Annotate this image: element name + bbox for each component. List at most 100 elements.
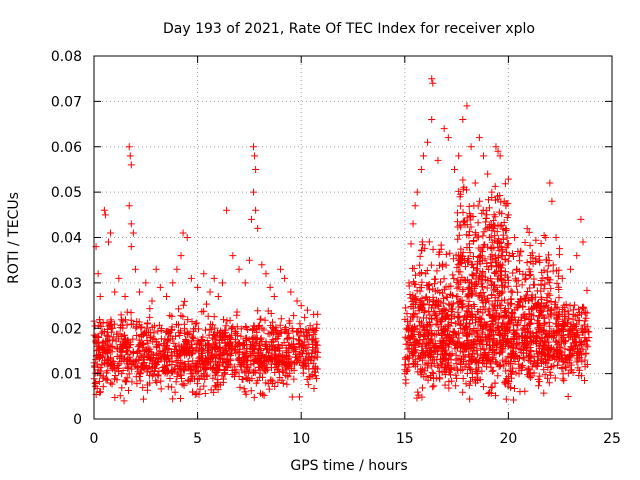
data-point [515, 252, 523, 260]
data-point [476, 253, 484, 261]
data-point [525, 327, 533, 335]
data-point [437, 361, 445, 369]
data-point [200, 307, 208, 315]
data-point [471, 231, 479, 239]
data-point [174, 368, 182, 376]
data-point [265, 385, 273, 393]
data-point [166, 374, 174, 382]
data-point [254, 224, 262, 232]
data-point [118, 352, 126, 360]
data-point [210, 313, 218, 321]
data-point [555, 294, 563, 302]
data-point [401, 370, 409, 378]
x-axis-label: GPS time / hours [290, 458, 407, 474]
data-point [121, 292, 129, 300]
data-point [291, 359, 299, 367]
data-point [555, 283, 563, 291]
data-point [281, 274, 289, 282]
data-point [424, 138, 432, 146]
data-point [574, 354, 582, 362]
data-point [172, 378, 180, 386]
data-point [109, 324, 117, 332]
data-point [127, 243, 135, 251]
data-point [493, 358, 501, 366]
data-point [521, 387, 529, 395]
data-point [290, 335, 298, 343]
data-point [248, 351, 256, 359]
data-point [516, 268, 524, 276]
data-point [520, 355, 528, 363]
data-point [233, 331, 241, 339]
data-point [146, 313, 154, 321]
data-point [249, 325, 257, 333]
data-point [545, 338, 553, 346]
data-point [177, 327, 185, 335]
data-point [281, 324, 289, 332]
data-point [491, 281, 499, 289]
data-point [490, 335, 498, 343]
data-point [429, 340, 437, 348]
data-point [271, 368, 279, 376]
data-point [429, 383, 437, 391]
data-point [523, 225, 531, 233]
data-point [97, 367, 105, 375]
data-point [240, 358, 248, 366]
data-point [304, 327, 312, 335]
data-point [177, 312, 185, 320]
data-point [96, 316, 104, 324]
data-point [233, 323, 241, 331]
data-point [545, 379, 553, 387]
data-point [231, 366, 239, 374]
data-point [206, 325, 214, 333]
data-point [488, 188, 496, 196]
data-point [96, 352, 104, 360]
data-point [461, 324, 469, 332]
data-point [545, 251, 553, 259]
data-point [422, 293, 430, 301]
data-point [222, 328, 230, 336]
data-point [127, 320, 135, 328]
data-point [206, 288, 214, 296]
data-point [504, 241, 512, 249]
data-point [489, 217, 497, 225]
data-point [146, 305, 154, 313]
data-point [156, 283, 164, 291]
data-point [249, 338, 257, 346]
data-point [553, 279, 561, 287]
data-point [301, 313, 309, 321]
data-point [179, 229, 187, 237]
data-point [510, 384, 518, 392]
data-point [241, 388, 249, 396]
data-point [113, 376, 121, 384]
data-point [228, 324, 236, 332]
data-point [582, 341, 590, 349]
data-point [427, 315, 435, 323]
data-point [262, 340, 270, 348]
data-point [197, 338, 205, 346]
data-point [479, 288, 487, 296]
data-point [416, 298, 424, 306]
data-point [188, 332, 196, 340]
data-point [491, 379, 499, 387]
data-point [433, 267, 441, 275]
data-point [551, 374, 559, 382]
data-point [473, 308, 481, 316]
data-point [583, 286, 591, 294]
data-point [461, 353, 469, 361]
data-point [454, 314, 462, 322]
data-point [571, 342, 579, 350]
data-point [478, 257, 486, 265]
data-point [434, 156, 442, 164]
data-point [296, 332, 304, 340]
data-point [435, 374, 443, 382]
data-point [467, 278, 475, 286]
data-point [403, 366, 411, 374]
data-point [175, 305, 183, 313]
data-point [463, 345, 471, 353]
data-point [251, 152, 259, 160]
data-point [545, 356, 553, 364]
data-point [406, 290, 414, 298]
data-point [473, 340, 481, 348]
data-point [543, 268, 551, 276]
data-point [276, 265, 284, 273]
